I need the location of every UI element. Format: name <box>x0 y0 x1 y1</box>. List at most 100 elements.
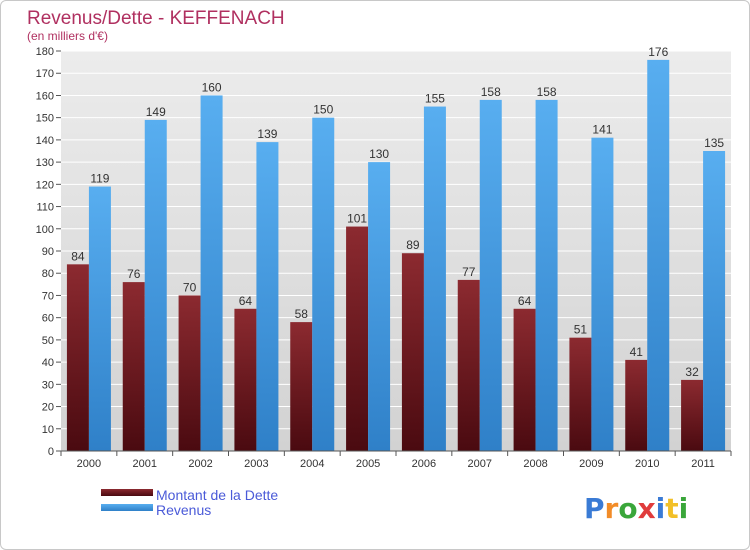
chart-subtitle: (en milliers d'€) <box>27 29 108 43</box>
x-tick-label: 2006 <box>412 458 436 470</box>
y-tick-label: 140 <box>36 135 54 147</box>
x-tick-label: 2010 <box>635 458 659 470</box>
value-label: 41 <box>630 345 644 359</box>
bar-revenue <box>200 95 223 451</box>
bar-revenue <box>479 99 502 451</box>
value-label: 76 <box>127 267 141 281</box>
bar-debt <box>513 308 536 451</box>
bar-debt <box>401 253 424 451</box>
logo-letter: x <box>638 492 656 525</box>
chart-title: Revenus/Dette - KEFFENACH <box>27 8 285 29</box>
x-tick-label: 2000 <box>77 458 101 470</box>
value-label: 160 <box>202 80 222 94</box>
bar-debt <box>66 264 89 451</box>
y-tick-label: 100 <box>36 224 54 236</box>
bar-debt <box>625 359 648 451</box>
bar-revenue <box>88 186 111 452</box>
value-label: 158 <box>481 85 501 99</box>
y-tick-label: 90 <box>42 246 54 258</box>
value-label: 141 <box>592 123 612 137</box>
bar-debt <box>122 282 145 451</box>
value-label: 119 <box>90 172 109 186</box>
y-tick-label: 180 <box>36 46 54 58</box>
y-tick-label: 170 <box>36 68 54 80</box>
bar-revenue <box>423 106 446 452</box>
x-tick-label: 2002 <box>188 458 212 470</box>
bar-debt <box>178 295 201 451</box>
bar-debt <box>457 279 480 451</box>
grid-lines <box>61 50 731 430</box>
value-label: 77 <box>462 265 476 279</box>
value-label: 139 <box>257 127 277 141</box>
value-label: 89 <box>406 238 420 252</box>
y-tick-label: 40 <box>42 357 54 369</box>
bar-revenue <box>535 99 558 451</box>
legend-label-debt: Montant de la Dette <box>156 487 278 503</box>
legend: Montant de la Dette Revenus <box>101 487 278 518</box>
bar-revenue <box>312 117 335 452</box>
bar-revenue <box>144 119 167 451</box>
y-tick-label: 70 <box>42 290 54 302</box>
value-label: 176 <box>648 45 668 59</box>
y-tick-label: 60 <box>42 313 54 325</box>
value-label: 158 <box>537 85 557 99</box>
x-tick-label: 2007 <box>468 458 492 470</box>
bar-revenue <box>368 162 391 451</box>
legend-label-revenue: Revenus <box>156 502 211 518</box>
bar-revenue <box>256 142 279 451</box>
bar-debt <box>234 308 257 451</box>
value-label: 51 <box>574 323 588 337</box>
value-label: 70 <box>183 280 197 294</box>
x-tick-label: 2003 <box>244 458 268 470</box>
value-label: 101 <box>347 212 367 226</box>
bar-debt <box>346 226 369 451</box>
y-tick-label: 20 <box>42 402 54 414</box>
x-tick-label: 2004 <box>300 458 324 470</box>
bar-debt <box>290 322 313 451</box>
logo-letter: i <box>656 492 666 525</box>
y-tick-label: 80 <box>42 268 54 280</box>
bar-revenue <box>591 137 614 451</box>
logo-letter: P <box>584 492 605 525</box>
bar-revenue <box>703 151 726 451</box>
value-label: 135 <box>704 136 724 150</box>
y-tick-label: 50 <box>42 335 54 347</box>
bars <box>66 59 726 452</box>
value-label: 58 <box>295 307 309 321</box>
bar-debt <box>569 337 592 451</box>
bar-debt <box>681 379 704 451</box>
y-tick-label: 0 <box>48 446 54 458</box>
x-axis-ticks: 2000 2001 2002 2003 2004 2005 2006 2007 2008 2009… <box>60 451 732 470</box>
value-label: 32 <box>685 365 699 379</box>
y-tick-label: 10 <box>42 424 54 436</box>
value-label: 149 <box>146 105 166 119</box>
value-label: 155 <box>425 92 445 106</box>
value-label: 64 <box>518 294 532 308</box>
legend-swatch-revenue <box>101 504 153 511</box>
value-label: 130 <box>369 147 389 161</box>
x-tick-label: 2011 <box>691 458 715 470</box>
proxiti-logo: Proxiti <box>584 492 688 525</box>
y-tick-label: 150 <box>36 113 54 125</box>
y-tick-label: 30 <box>42 379 54 391</box>
x-tick-label: 2009 <box>579 458 603 470</box>
x-tick-label: 2005 <box>356 458 380 470</box>
logo-letter: o <box>618 492 637 525</box>
bar-revenue <box>647 59 670 452</box>
logo-letter: i <box>679 492 689 525</box>
y-tick-label: 110 <box>36 202 54 214</box>
x-tick-label: 2001 <box>133 458 157 470</box>
y-tick-label: 120 <box>36 179 54 191</box>
value-label: 64 <box>239 294 253 308</box>
value-label: 84 <box>71 249 85 263</box>
y-tick-label: 130 <box>36 157 54 169</box>
logo-letter: t <box>665 492 678 525</box>
x-tick-label: 2008 <box>523 458 547 470</box>
value-labels: 84 119 76 149 70 160 64 139 58 150 101 130 89 155 77 15… <box>71 45 724 379</box>
legend-swatch-debt <box>101 489 153 496</box>
logo-letter: r <box>605 492 619 525</box>
y-tick-label: 160 <box>36 90 54 102</box>
value-label: 150 <box>313 103 333 117</box>
